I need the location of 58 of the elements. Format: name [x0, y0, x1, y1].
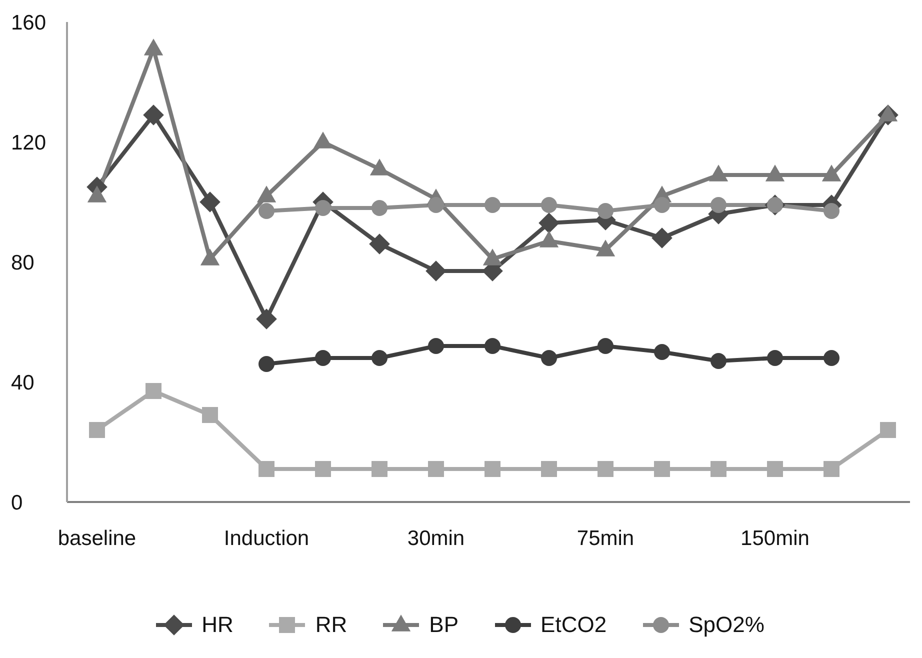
x-tick-label: 75min	[576, 526, 634, 550]
point	[428, 197, 444, 213]
x-tick-label: Induction	[224, 526, 310, 550]
legend-label: SpO2%	[688, 612, 764, 638]
point	[315, 350, 331, 366]
point	[200, 192, 220, 212]
point	[484, 338, 500, 354]
point	[824, 203, 840, 219]
point	[541, 197, 557, 213]
point	[256, 308, 277, 330]
x-tick-label: 150min	[740, 526, 810, 550]
point	[880, 422, 896, 438]
point	[710, 197, 726, 213]
point	[710, 461, 726, 477]
point	[258, 203, 274, 219]
point	[767, 461, 783, 477]
point	[258, 356, 274, 372]
y-tick-label: 160	[11, 11, 46, 34]
y-tick-label: 80	[11, 251, 34, 274]
point	[824, 350, 840, 366]
point	[426, 260, 446, 282]
y-tick-label: 0	[11, 491, 23, 514]
point	[258, 461, 274, 477]
point	[654, 344, 670, 360]
point	[315, 461, 331, 477]
legend-label: BP	[429, 612, 459, 638]
point	[146, 383, 162, 399]
point	[372, 200, 388, 216]
point	[89, 422, 105, 438]
point	[372, 350, 388, 366]
y-tick-label: 40	[11, 371, 34, 394]
point	[824, 461, 840, 477]
point	[541, 461, 557, 477]
point	[541, 350, 557, 366]
x-tick-label: 30min	[407, 526, 465, 550]
point	[598, 338, 614, 354]
x-tick-label: baseline	[58, 526, 136, 550]
point	[372, 461, 388, 477]
point	[598, 203, 614, 219]
legend-label: HR	[202, 612, 234, 638]
point	[710, 353, 726, 369]
point	[202, 407, 218, 423]
point	[538, 212, 560, 234]
point	[767, 350, 783, 366]
point	[654, 461, 670, 477]
point	[598, 461, 614, 477]
y-tick-label: 120	[11, 131, 46, 154]
point	[652, 228, 672, 248]
point	[143, 104, 164, 126]
point	[484, 461, 500, 477]
legend-label: EtCO2	[540, 612, 607, 638]
point	[484, 197, 500, 213]
point	[369, 234, 390, 254]
point	[428, 461, 444, 477]
point	[428, 338, 444, 354]
point	[654, 197, 670, 213]
legend-label: RR	[315, 612, 348, 638]
point	[315, 200, 331, 216]
